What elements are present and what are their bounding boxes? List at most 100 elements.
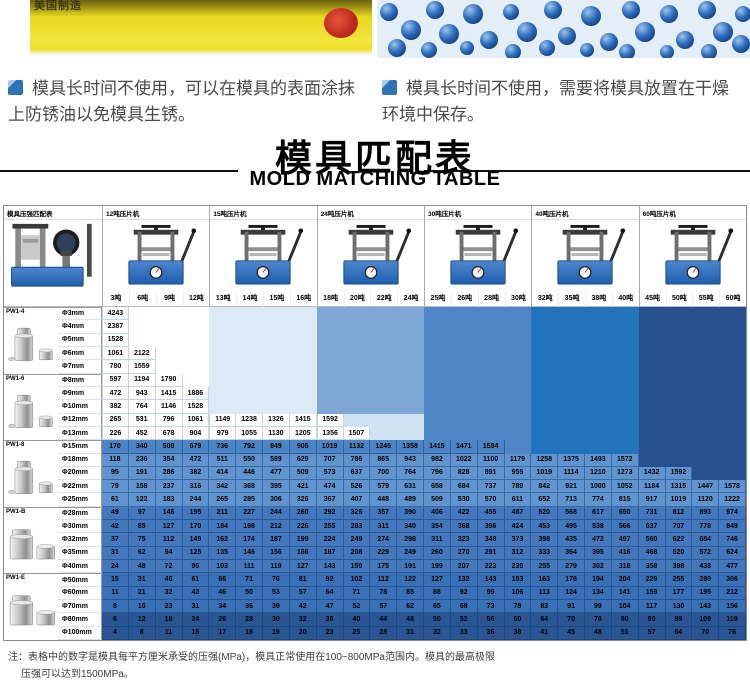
pressure-cell: 842 — [531, 480, 559, 494]
pressure-cell — [558, 346, 585, 361]
diameter-label: Φ20mm — [58, 466, 102, 481]
pressure-cell: 1592 — [665, 466, 693, 481]
pressure-cell: 226 — [102, 426, 129, 441]
pressure-cell: 891 — [477, 466, 505, 481]
pressure-cell: 17 — [209, 626, 237, 640]
machine-photo-cell — [424, 220, 532, 290]
pressure-cell: 472 — [182, 453, 210, 467]
pressure-cell — [719, 413, 746, 427]
pressure-cell: 227 — [236, 506, 263, 521]
pressure-cell: 325 — [343, 506, 371, 521]
pressure-cell — [558, 333, 585, 347]
pressure-cell — [424, 386, 451, 401]
pressure-cell: 1592 — [316, 413, 344, 427]
pressure-cell: 64 — [665, 626, 693, 640]
pressure-cell: 1000 — [585, 480, 612, 494]
pressure-cell: 37 — [102, 533, 129, 547]
pressure-cell: 368 — [450, 520, 478, 534]
pressure-cell — [692, 413, 720, 427]
pressure-cell — [370, 386, 398, 401]
gauge-press-photo-cell — [4, 220, 102, 290]
diameter-label: Φ8mm — [58, 373, 102, 387]
pressure-cell: 679 — [182, 440, 210, 454]
pressure-cell: 32 — [289, 613, 317, 627]
pressure-cell: 208 — [343, 546, 371, 561]
pressure-cell — [477, 413, 505, 427]
pressure-cell: 917 — [638, 493, 666, 507]
pressure-cell: 39 — [263, 600, 290, 614]
pressure-cell: 44 — [370, 613, 398, 627]
pressure-cell: 112 — [155, 533, 183, 547]
pressure-cell: 943 — [397, 453, 424, 467]
pressure-cell — [692, 360, 720, 374]
pressure-cell: 1415 — [155, 386, 183, 401]
pressure-cell — [343, 386, 371, 401]
pressure-cell — [665, 440, 693, 454]
pressure-cell: 452 — [128, 426, 156, 441]
pressure-cell: 1146 — [155, 400, 183, 414]
tonnage-header-cell: 12吨 — [182, 290, 210, 307]
pressure-cell: 1238 — [236, 413, 263, 427]
pressure-cell — [692, 466, 720, 481]
pressure-cell — [236, 307, 263, 321]
pressure-cell — [424, 320, 451, 334]
pressure-cell: 99 — [665, 613, 693, 627]
pressure-cell: 509 — [424, 493, 451, 507]
pressure-cell: 1019 — [531, 466, 559, 481]
mold-model-label: PW1-4 — [6, 309, 25, 315]
pressure-cell — [692, 320, 720, 334]
pressure-cell: 298 — [397, 533, 424, 547]
pressure-cell: 46 — [155, 573, 183, 587]
pressure-cell: 589 — [263, 453, 290, 467]
pressure-cell: 42 — [102, 520, 129, 534]
pressure-cell: 119 — [263, 560, 290, 574]
press-machine-icon — [665, 224, 733, 285]
pressure-cell: 40 — [343, 613, 371, 627]
pressure-cell — [665, 373, 693, 387]
pressure-cell: 566 — [611, 520, 639, 534]
tonnage-header-cell: 13吨 — [209, 290, 237, 307]
pressure-cell: 64 — [316, 586, 344, 601]
pressure-cell: 91 — [558, 600, 585, 614]
diameter-label: Φ5mm — [58, 333, 102, 347]
pressure-cell: 255 — [316, 520, 344, 534]
pressure-cell: 2387 — [102, 320, 129, 334]
mold-matching-table: 模具压强匹配表 12吨压片机 15吨压片机 24吨压片机 30吨压片机 40吨压片机 60吨… — [3, 205, 747, 641]
pressure-cell — [477, 426, 505, 441]
pressure-cell: 76 — [585, 613, 612, 627]
pressure-cell: 42 — [182, 586, 210, 601]
pressure-cell: 68 — [450, 600, 478, 614]
pressure-cell: 1205 — [289, 426, 317, 441]
pressure-cell — [585, 386, 612, 401]
gauge-press-icon — [11, 223, 92, 287]
pressure-cell: 32 — [155, 586, 183, 601]
diameter-label: Φ3mm — [58, 307, 102, 321]
pressure-cell: 207 — [450, 560, 478, 574]
pressure-cell — [477, 360, 505, 374]
pressure-cell — [182, 373, 210, 387]
pressure-cell: 270 — [450, 546, 478, 561]
pressure-cell — [665, 333, 693, 347]
pressure-cell: 316 — [182, 480, 210, 494]
pressure-cell: 893 — [692, 506, 720, 521]
pressure-cell: 395 — [263, 480, 290, 494]
pressure-cell: 1184 — [638, 480, 666, 494]
pressure-cell: 125 — [182, 546, 210, 561]
pressure-cell — [450, 307, 478, 321]
pressure-cell: 265 — [209, 493, 237, 507]
pressure-cell: 2122 — [128, 346, 156, 361]
pressure-cell: 573 — [316, 466, 344, 481]
pressure-cell — [209, 346, 237, 361]
pressure-cell — [289, 386, 317, 401]
pressure-cell: 18 — [236, 626, 263, 640]
pressure-cell — [719, 466, 746, 481]
pressure-cell: 237 — [155, 480, 183, 494]
pressure-cell — [370, 400, 398, 414]
pressure-cell: 905 — [289, 440, 317, 454]
pressure-cell: 550 — [236, 453, 263, 467]
pressure-cell: 212 — [719, 586, 746, 601]
pressure-cell: 579 — [370, 480, 398, 494]
machine-title: 24吨压片机 — [316, 206, 424, 220]
pressure-cell — [397, 386, 424, 401]
pressure-cell: 49 — [102, 506, 129, 521]
